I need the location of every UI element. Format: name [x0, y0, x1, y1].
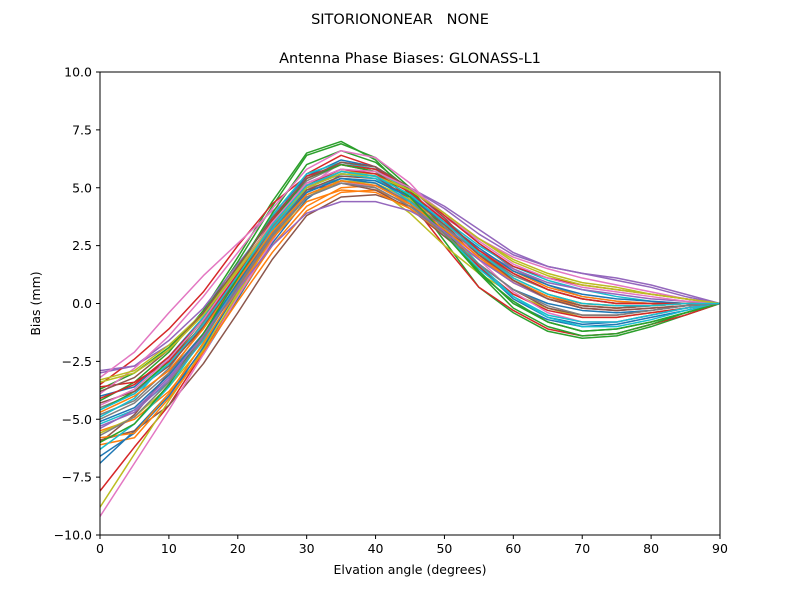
y-tick-label: 5.0: [72, 180, 92, 195]
series-layer: [100, 140, 720, 517]
x-tick-label: 20: [230, 541, 246, 556]
x-axis: 0 10 20 30 40 50 60 70 80 90: [96, 535, 728, 556]
y-axis-label: Bias (mm): [28, 271, 43, 335]
x-tick-label: 60: [505, 541, 521, 556]
y-tick-label: 7.5: [72, 122, 92, 137]
x-tick-label: 80: [643, 541, 659, 556]
series-line-38: [100, 182, 720, 437]
x-tick-label: 30: [299, 541, 315, 556]
x-tick-label: 70: [574, 541, 590, 556]
x-tick-label: 50: [436, 541, 452, 556]
y-tick-label: 2.5: [72, 238, 92, 253]
y-tick-label: −2.5: [62, 354, 92, 369]
x-tick-label: 0: [96, 541, 104, 556]
x-tick-label: 10: [161, 541, 177, 556]
y-tick-label: −7.5: [62, 470, 92, 485]
chart-suptitle: SITORIONONEAR NONE: [311, 12, 489, 28]
series-line-39: [100, 173, 720, 383]
x-tick-label: 40: [368, 541, 384, 556]
x-tick-label: 90: [712, 541, 728, 556]
y-tick-label: −10.0: [54, 528, 92, 543]
series-line-37: [100, 168, 720, 407]
x-axis-label: Elvation angle (degrees): [333, 562, 486, 577]
series-line-40: [100, 170, 720, 411]
y-axis: −10.0 −7.5 −5.0 −2.5 0.0 2.5 5.0 7.5 10.0: [54, 65, 100, 543]
series-line-33: [100, 163, 720, 444]
chart-title: Antenna Phase Biases: GLONASS-L1: [279, 51, 541, 67]
y-tick-label: 10.0: [64, 65, 92, 80]
y-tick-label: 0.0: [72, 296, 92, 311]
y-tick-label: −5.0: [62, 412, 92, 427]
